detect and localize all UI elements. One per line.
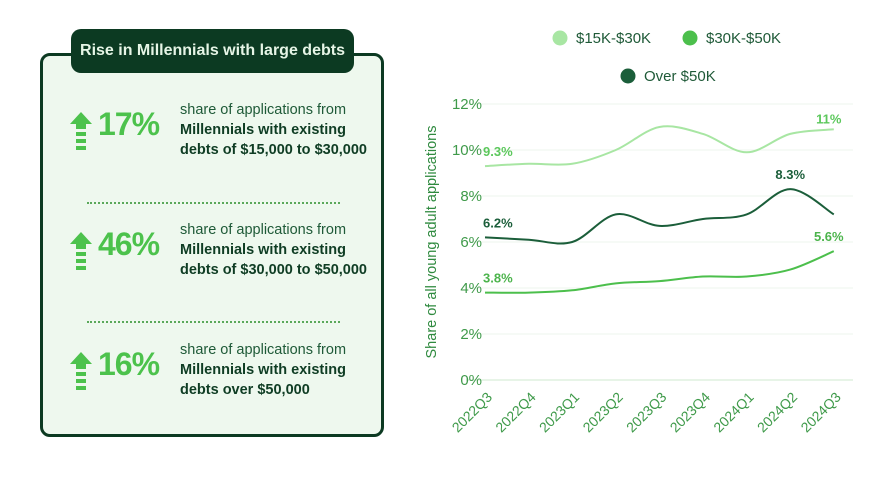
series-line: [484, 188, 835, 245]
arrow-up-icon: [70, 352, 92, 390]
x-tick-label: 2024Q1: [710, 389, 757, 436]
stat-description: share of applications from Millennials wi…: [180, 102, 367, 158]
y-tick-label: 8%: [460, 188, 482, 205]
stat-item: 16% share of applications from Millennial…: [70, 340, 370, 420]
divider: [87, 321, 340, 323]
x-tick-label: 2023Q3: [623, 389, 670, 436]
y-tick-label: 2%: [460, 326, 482, 343]
x-tick-label: 2023Q1: [536, 389, 583, 436]
legend-marker: [682, 30, 698, 46]
y-tick-label: 10%: [452, 142, 482, 159]
arrow-up-icon: [70, 112, 92, 150]
data-label: 11%: [816, 111, 842, 126]
y-axis-label: Share of all young adult applications: [424, 126, 440, 359]
series-line: [484, 125, 834, 168]
stat-value: 17%: [98, 106, 160, 142]
stats-card: [40, 53, 384, 437]
y-tick-label: 4%: [460, 280, 482, 297]
data-label: 9.3%: [483, 144, 513, 159]
card-title: Rise in Millennials with large debts: [71, 29, 354, 73]
x-tick-label: 2022Q4: [492, 389, 539, 436]
stat-description: share of applications from Millennials wi…: [180, 342, 347, 398]
data-label: 6.2%: [483, 215, 513, 230]
y-tick-label: 6%: [460, 234, 482, 251]
x-tick-label: 2023Q2: [579, 389, 626, 436]
data-label: 5.6%: [814, 229, 844, 244]
stat-item: 46% share of applications from Millennial…: [70, 220, 370, 300]
legend-marker: [552, 30, 568, 46]
stat-item: 17% share of applications from Millennial…: [70, 100, 370, 180]
divider: [87, 202, 340, 204]
data-label: 8.3%: [775, 167, 805, 182]
data-label: 3.8%: [483, 271, 513, 286]
arrow-up-icon: [70, 232, 92, 270]
y-tick-label: 0%: [460, 372, 482, 389]
stat-description: share of applications from Millennials wi…: [180, 222, 367, 278]
legend-label: $15K-$30K: [576, 30, 651, 47]
legend-label: Over $50K: [644, 68, 716, 85]
legend-label: $30K-$50K: [706, 30, 781, 47]
x-tick-label: 2024Q3: [797, 389, 844, 436]
y-tick-label: 12%: [452, 96, 482, 113]
series-line: [484, 250, 835, 294]
x-tick-label: 2023Q4: [667, 389, 714, 436]
stat-value: 16%: [98, 346, 160, 382]
legend-marker: [620, 68, 636, 84]
x-tick-label: 2022Q3: [449, 389, 496, 436]
x-tick-label: 2024Q2: [754, 389, 801, 436]
stat-value: 46%: [98, 226, 160, 262]
